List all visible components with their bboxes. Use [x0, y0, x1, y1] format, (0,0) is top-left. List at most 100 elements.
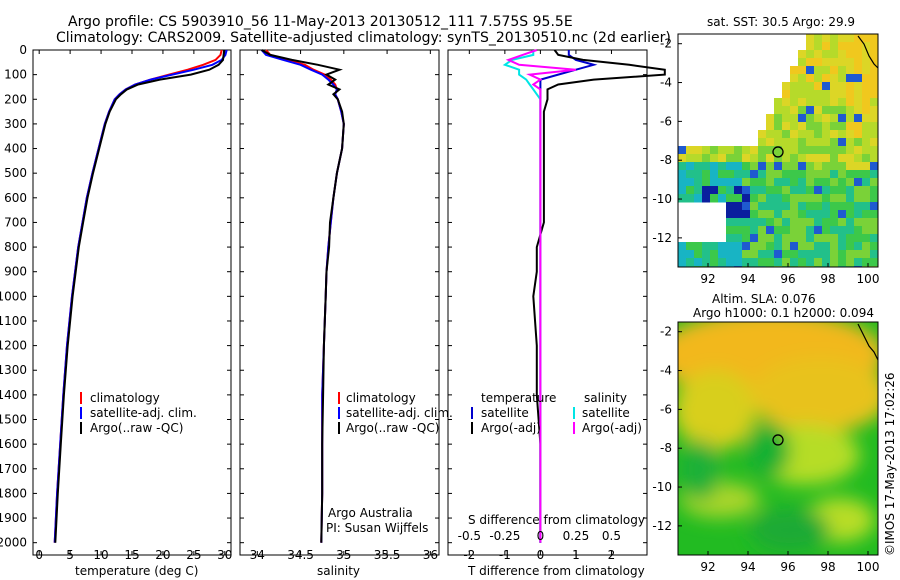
sst-cell	[854, 114, 863, 123]
sst-cell	[766, 170, 775, 179]
sst-cell	[822, 234, 831, 243]
sst-cell	[838, 58, 847, 67]
depth-tick-label: 2000	[0, 536, 27, 550]
sst-cell	[854, 42, 863, 51]
sst-cell	[838, 210, 847, 219]
sla-map-title-line1: Altim. SLA: 0.076	[712, 292, 816, 306]
sst-cell	[854, 138, 863, 147]
sst-cell	[830, 258, 839, 267]
sst-cell	[862, 42, 871, 51]
sst-cell	[782, 138, 791, 147]
sst-cell	[830, 186, 839, 195]
sst-cell	[742, 258, 751, 267]
map-y-tick-label: -6	[660, 114, 672, 128]
sst-cell	[742, 234, 751, 243]
series-line-satellite-adj-clim-	[53, 49, 228, 543]
salinity-axis-label: salinity	[317, 564, 360, 578]
depth-tick-label: 300	[4, 117, 27, 131]
sst-cell	[806, 242, 815, 251]
sst-cell	[790, 82, 799, 91]
sst-cell	[854, 186, 863, 195]
sst-cell	[822, 202, 831, 211]
sst-cell	[758, 250, 767, 259]
sst-cell	[862, 210, 871, 219]
sst-cell	[814, 170, 823, 179]
sst-cell	[830, 42, 839, 51]
sst-cell	[854, 162, 863, 171]
sst-cell	[742, 210, 751, 219]
sst-cell	[870, 202, 878, 211]
sst-cell	[758, 202, 767, 211]
sst-cell	[774, 218, 783, 227]
sst-cell	[806, 234, 815, 243]
sst-cell	[694, 242, 703, 251]
sst-cell	[862, 194, 871, 203]
sst-cell	[854, 66, 863, 75]
sst-cell	[742, 162, 751, 171]
map-y-tick-label: -10	[652, 480, 672, 494]
sst-cell	[798, 130, 807, 139]
x-tick-label: 0	[537, 548, 545, 562]
sst-cell	[798, 250, 807, 259]
x-tick-label: 25	[186, 548, 201, 562]
sst-cell	[838, 234, 847, 243]
sst-cell	[822, 106, 831, 115]
sst-cell	[686, 146, 695, 155]
sst-cell	[750, 234, 759, 243]
sst-cell	[814, 138, 823, 147]
sst-cell	[822, 170, 831, 179]
sst-cell	[838, 106, 847, 115]
sst-cell	[814, 202, 823, 211]
sst-cell	[822, 66, 831, 75]
sst-cell	[750, 194, 759, 203]
sst-cell	[830, 122, 839, 131]
sst-cell	[734, 162, 743, 171]
sst-cell	[806, 202, 815, 211]
sst-cell	[814, 234, 823, 243]
sst-cell	[758, 138, 767, 147]
sst-cell	[814, 66, 823, 75]
sst-cell	[782, 122, 791, 131]
sst-map-title: sat. SST: 30.5 Argo: 29.9	[707, 15, 855, 29]
sst-cell	[774, 250, 783, 259]
sst-cell	[726, 210, 735, 219]
sst-cell	[838, 138, 847, 147]
sst-cell	[862, 146, 871, 155]
sst-cell	[854, 50, 863, 59]
sst-cell	[750, 218, 759, 227]
sst-cell	[790, 178, 799, 187]
difference-x-ticks: -2 -1 0 1 2	[463, 50, 615, 562]
sst-cell	[782, 130, 791, 139]
sst-argo-location-marker	[772, 146, 784, 158]
sst-cell	[798, 202, 807, 211]
x-tick-label: 15	[124, 548, 139, 562]
sst-cell	[774, 138, 783, 147]
sst-cell	[734, 258, 743, 267]
sst-cell	[806, 74, 815, 83]
sst-cell	[686, 170, 695, 179]
sst-cell	[862, 122, 871, 131]
legend-label-satellite: satellite-adj. clim.	[90, 406, 197, 420]
salinity-difference-tick-label: 0.5	[602, 529, 621, 543]
sst-cell	[758, 210, 767, 219]
map-x-tick-label: 98	[820, 272, 835, 286]
sst-cell	[814, 258, 823, 267]
legend-label-climatology: climatology	[346, 391, 416, 405]
sst-cell	[806, 42, 815, 51]
series-line-argo-raw-qc-	[261, 49, 345, 543]
sst-cell	[790, 210, 799, 219]
figure-title-line1: Argo profile: CS 5903910_56 11-May-2013 …	[68, 14, 573, 30]
sst-cell	[742, 186, 751, 195]
sst-cell	[862, 82, 871, 91]
depth-tick-label: 200	[4, 92, 27, 106]
sst-cell	[830, 162, 839, 171]
sst-cell	[838, 114, 847, 123]
sst-cell	[806, 66, 815, 75]
pi-note: PI: Susan Wijffels	[326, 521, 428, 535]
sst-cell	[710, 170, 719, 179]
sst-cell	[758, 178, 767, 187]
sst-cell	[870, 178, 878, 187]
sst-cell	[782, 210, 791, 219]
sst-cell	[806, 34, 815, 43]
salinity-difference-axis-label: S difference from climatology	[468, 513, 645, 527]
